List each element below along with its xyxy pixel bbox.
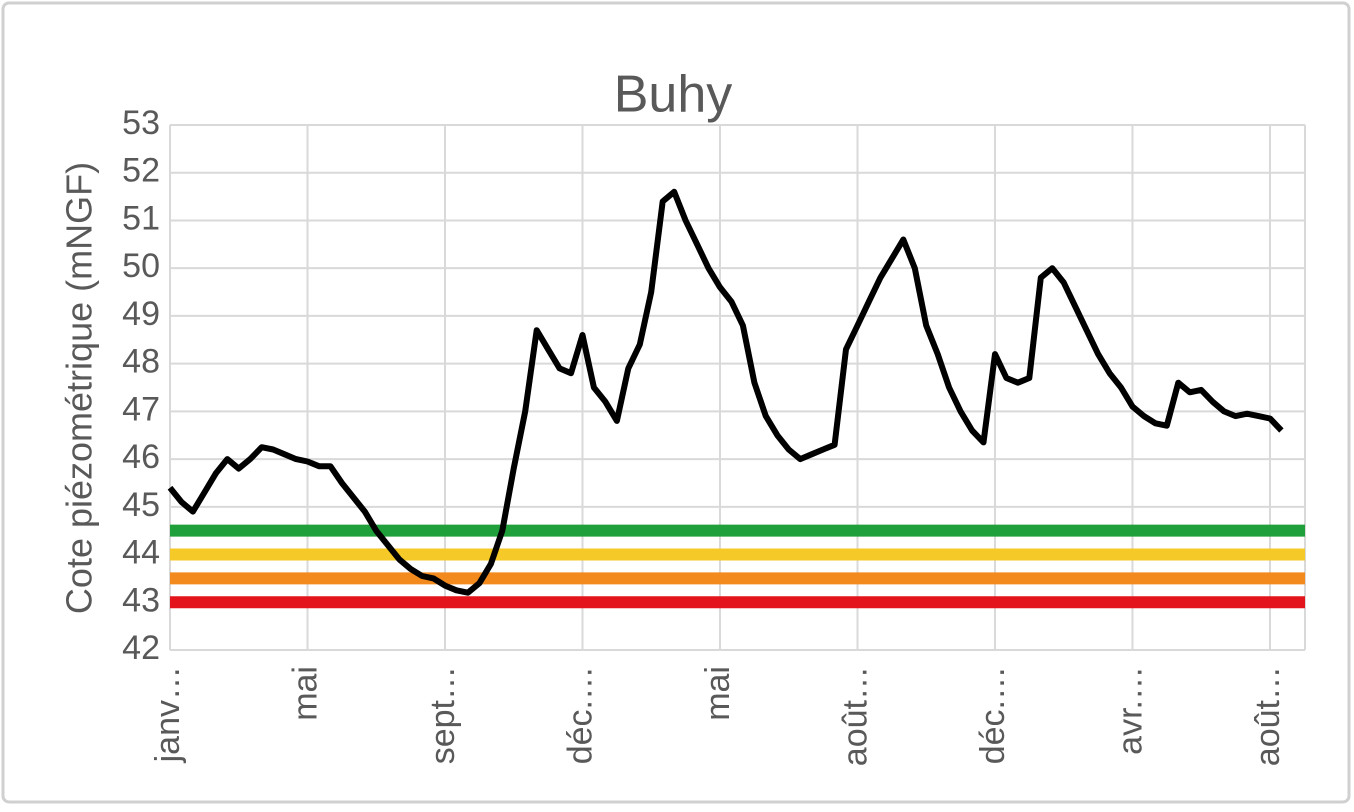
x-tick-label: déc.… — [561, 666, 599, 764]
x-tick-label: mai — [286, 666, 324, 721]
y-tick-label: 45 — [122, 486, 160, 524]
y-tick-label: 49 — [122, 295, 160, 333]
x-tick-label: août… — [1249, 666, 1287, 766]
chart-title: Buhy — [614, 66, 733, 124]
y-axis-title: Cote piézométrique (mNGF) — [59, 162, 100, 614]
y-tick-label: 53 — [122, 104, 160, 142]
y-tick-label: 42 — [122, 629, 160, 667]
data-line — [167, 188, 1284, 596]
y-tick-label: 44 — [122, 534, 160, 572]
x-tick-label: sept… — [424, 666, 462, 764]
y-tick-label: 51 — [122, 199, 160, 237]
x-tick-label: avr.… — [1111, 666, 1149, 755]
y-tick-label: 48 — [122, 343, 160, 381]
y-tick-label: 47 — [122, 390, 160, 428]
x-tick-label: mai — [699, 666, 737, 721]
y-tick-label: 43 — [122, 581, 160, 619]
x-tick-label: août… — [836, 666, 874, 766]
y-tick-label: 52 — [122, 152, 160, 190]
x-tick-label: janv… — [149, 666, 187, 763]
y-tick-label: 46 — [122, 438, 160, 476]
y-tick-label: 50 — [122, 247, 160, 285]
x-tick-label: déc.… — [974, 666, 1012, 764]
